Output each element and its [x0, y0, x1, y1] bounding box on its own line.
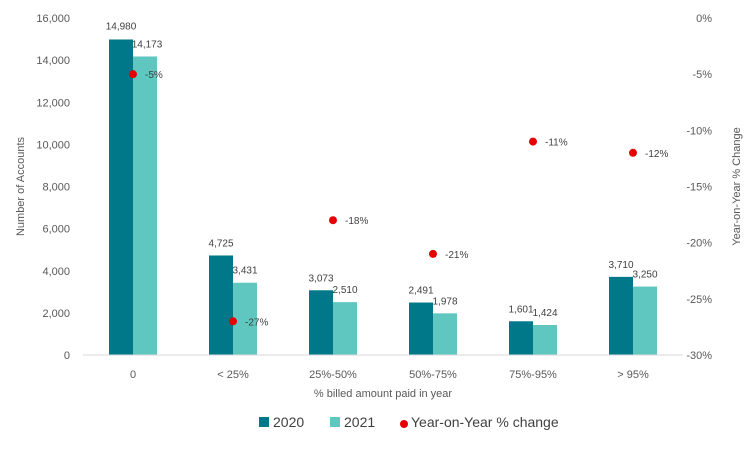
data-label-2020: 3,073 — [308, 273, 333, 284]
y2-tick-label: -30% — [686, 350, 712, 362]
yoy-change-label: -12% — [645, 149, 668, 160]
yoy-change-label: -18% — [345, 216, 368, 227]
bar-2021 — [433, 313, 457, 355]
bar-2020 — [309, 290, 333, 355]
data-label-2021: 2,510 — [332, 285, 357, 296]
data-label-2021: 1,424 — [532, 308, 557, 319]
y-tick-label: 10,000 — [36, 139, 70, 151]
y-tick-label: 2,000 — [42, 308, 70, 320]
y2-tick-label: -15% — [686, 182, 712, 194]
data-label-2020: 3,710 — [608, 260, 633, 271]
legend-swatch-2020 — [259, 417, 269, 427]
bar-2020 — [609, 276, 633, 355]
legend-swatch-2021 — [330, 417, 340, 427]
yoy-change-point — [229, 317, 237, 326]
legend-label-2021: 2021 — [344, 414, 375, 430]
yoy-change-point — [329, 216, 337, 225]
legend-label-2020: 2020 — [273, 414, 304, 430]
data-label-2021: 14,173 — [132, 39, 163, 50]
data-label-2020: 2,491 — [408, 286, 433, 297]
bar-2021 — [133, 56, 157, 355]
data-label-2020: 14,980 — [106, 21, 137, 32]
y-axis: 0 2,000 4,000 6,000 8,000 10,000 12,000 14,000 1… — [36, 13, 70, 362]
yoy-change-point — [529, 137, 537, 146]
x-tick-label: 25%-50% — [309, 369, 357, 381]
y-axis-title: Number of Accounts — [15, 136, 27, 236]
y-tick-label: 12,000 — [36, 97, 70, 109]
y2-tick-label: 0% — [696, 13, 712, 25]
data-label-2021: 3,250 — [632, 270, 657, 281]
secondary-y-axis: 0% -5% -10% -15% -20% -25% -30% — [686, 13, 712, 362]
data-label-2020: 4,725 — [208, 238, 233, 249]
yoy-change-label: -27% — [245, 317, 268, 328]
y-tick-label: 4,000 — [42, 266, 70, 278]
x-tick-label: < 25% — [217, 369, 249, 381]
y-tick-label: 0 — [64, 350, 70, 362]
y2-tick-label: -25% — [686, 294, 712, 306]
bar-2020 — [409, 302, 433, 355]
bar-2020 — [109, 39, 133, 355]
x-tick-label: > 95% — [617, 369, 649, 381]
yoy-change-label: -11% — [545, 138, 568, 149]
yoy-change-point — [629, 148, 637, 157]
legend: 2020 2021 Year-on-Year % change — [259, 414, 559, 430]
y2-tick-label: -20% — [686, 238, 712, 250]
data-label-2021: 3,431 — [232, 266, 257, 277]
bar-2020 — [209, 255, 233, 355]
y-tick-label: 8,000 — [42, 182, 70, 194]
data-label-2021: 1,978 — [432, 296, 457, 307]
yoy-change-point — [429, 249, 437, 258]
y2-tick-label: -10% — [686, 125, 712, 137]
x-tick-label: 0 — [130, 369, 136, 381]
legend-label-yoy: Year-on-Year % change — [411, 414, 559, 430]
x-axis: 0 < 25% 25%-50% 50%-75% 75%-95% > 95% — [130, 369, 649, 381]
x-tick-label: 75%-95% — [509, 369, 557, 381]
yoy-change-label: -5% — [145, 70, 163, 81]
bar-2021 — [633, 286, 657, 355]
data-label-2020: 1,601 — [508, 304, 533, 315]
yoy-change-point — [129, 70, 137, 79]
x-axis-title: % billed amount paid in year — [314, 388, 453, 400]
yoy-change-series: -5% -27% -18% -21% -11% -12% — [129, 70, 668, 328]
yoy-change-label: -21% — [445, 250, 468, 261]
bar-2021 — [333, 302, 357, 355]
bar-2021 — [233, 282, 257, 355]
y-tick-label: 6,000 — [42, 224, 70, 236]
y-tick-label: 16,000 — [36, 13, 70, 25]
y2-tick-label: -5% — [692, 69, 712, 81]
legend-marker-yoy — [400, 420, 408, 428]
secondary-y-axis-title: Year-on-Year % Change — [731, 127, 743, 245]
bar-2021 — [533, 325, 557, 355]
x-tick-label: 50%-75% — [409, 369, 457, 381]
y-tick-label: 14,000 — [36, 55, 70, 67]
bar-2020 — [509, 321, 533, 355]
